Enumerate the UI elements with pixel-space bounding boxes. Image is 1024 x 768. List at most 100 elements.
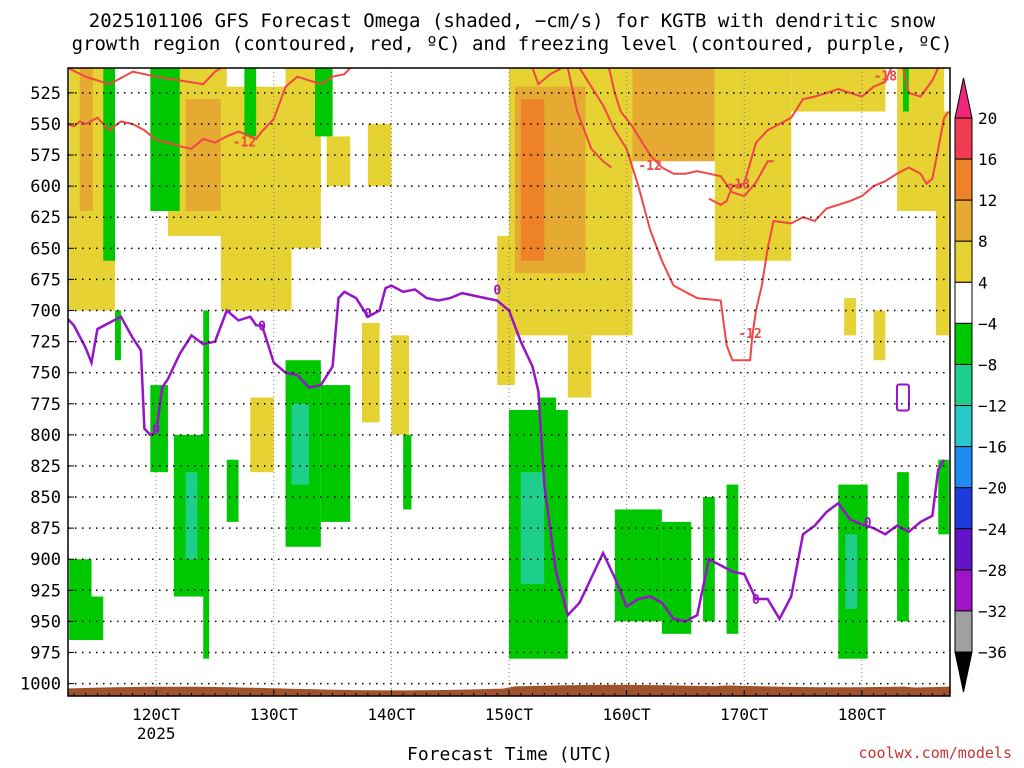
y-tick-label: 575: [30, 146, 61, 166]
freezing-level-loop: [895, 383, 910, 412]
y-tick-label: 975: [30, 643, 61, 663]
freezing-level-label: 0: [364, 307, 372, 322]
omega-region: [661, 521, 692, 634]
colorbar-bin: [954, 363, 973, 407]
y-tick-label: 775: [30, 395, 61, 415]
omega-region: [935, 111, 949, 336]
x-tick-label: 130CT: [250, 705, 299, 724]
omega-region: [291, 403, 310, 485]
colorbar-label: 16: [978, 150, 997, 169]
colorbar-bin: [954, 158, 973, 201]
dgz-contour-line: [566, 68, 612, 169]
freezing-level-line: [68, 284, 946, 623]
omega-region: [614, 509, 662, 622]
colorbar-label: 4: [978, 273, 988, 292]
omega-region: [844, 298, 856, 336]
freezing-level-label: 0: [493, 283, 501, 298]
colorbar-label: 12: [978, 191, 997, 210]
omega-region: [79, 68, 93, 212]
colorbar-bin: [954, 569, 973, 612]
colorbar-label: −8: [978, 355, 997, 374]
chart-title-line-2: growth region (contoured, red, ºC) and f…: [71, 33, 953, 55]
omega-region: [367, 123, 392, 187]
y-tick-label: 750: [30, 364, 61, 384]
x-tick-label: 170CT: [720, 705, 769, 724]
omega-region: [250, 397, 274, 473]
dgz-contour-line: [608, 68, 774, 198]
omega-region: [567, 335, 592, 398]
colorbar-label: −32: [978, 602, 1007, 621]
chart-title-line-1: 2025101106 GFS Forecast Omega (shaded, −…: [88, 10, 936, 32]
dgz-contour-line: [902, 68, 940, 98]
colorbar-bin: [954, 528, 973, 571]
freezing-level-label: 0: [258, 319, 266, 334]
omega-region: [520, 472, 545, 585]
y-tick-label: 600: [30, 177, 61, 197]
y-tick-label: 875: [30, 519, 61, 539]
x-tick-label: 160CT: [603, 705, 652, 724]
colorbar-label: −4: [978, 314, 997, 333]
omega-region: [873, 310, 886, 361]
y-tick-label: 950: [30, 612, 61, 632]
colorbar-bin: [954, 199, 973, 242]
omega-region: [150, 385, 168, 473]
y-tick-label: 700: [30, 301, 61, 321]
omega-region: [314, 68, 333, 137]
y-tick-label: 825: [30, 457, 61, 477]
colorbar-label: 20: [978, 109, 997, 128]
colorbar: 20 16 12 8 4 −4 −8 −12 −16 −20 −24 −28 −32 −36: [954, 77, 1007, 693]
omega-region: [403, 434, 412, 510]
y-tick-label: 550: [30, 115, 61, 135]
colorbar-label: 8: [978, 232, 988, 251]
omega-region: [714, 68, 792, 261]
y-tick-label: 525: [30, 84, 61, 104]
omega-region: [391, 335, 410, 435]
colorbar-bin: [954, 281, 973, 324]
omega-region: [185, 472, 198, 560]
colorbar-label: −20: [978, 479, 1007, 498]
dgz-contour-label: -18: [874, 69, 898, 84]
dgz-contour-label: -12: [738, 327, 761, 342]
colorbar-label: −16: [978, 438, 1007, 457]
colorbar-bin: [954, 610, 973, 653]
freezing-level-label: 0: [152, 423, 160, 438]
y-tick-label: 725: [30, 333, 61, 353]
y-tick-label: 625: [30, 208, 61, 228]
dgz-contour-label: -18: [727, 178, 751, 193]
colorbar-label: −36: [978, 643, 1007, 662]
dgz-contour-line: [578, 68, 950, 362]
x-tick-label: 180CT: [838, 705, 887, 724]
x-tick-sublabel: 2025: [137, 724, 176, 743]
y-tick-label: 1000: [20, 675, 61, 695]
omega-region: [203, 310, 210, 659]
gridlines: [68, 68, 950, 696]
y-tick-label: 925: [30, 581, 61, 601]
dgz-contour-label: -12: [233, 135, 256, 150]
credit-text: coolwx.com/models: [858, 744, 1012, 762]
colorbar-bottom-extend: [954, 651, 973, 693]
plot-frame: [67, 67, 951, 697]
freezing-level-label: 0: [752, 593, 760, 608]
plot-area: -12 -12 -12 -18 -18 0 0 0 0 0 0: [68, 68, 950, 696]
omega-region: [845, 534, 858, 609]
colorbar-bin: [954, 405, 973, 448]
omega-region: [226, 459, 239, 522]
omega-region: [79, 596, 104, 641]
colorbar-label: −12: [978, 397, 1007, 416]
omega-region: [115, 310, 121, 361]
y-tick-label: 800: [30, 426, 61, 446]
omega-region: [538, 397, 557, 435]
y-tick-label: 675: [30, 270, 61, 290]
colorbar-bin: [954, 240, 973, 283]
x-tick-label: 140CT: [367, 705, 416, 724]
x-tick-label: 150CT: [485, 705, 534, 724]
colorbar-label: −24: [978, 520, 1007, 539]
omega-region: [103, 68, 116, 261]
colorbar-label: −28: [978, 561, 1007, 580]
freezing-level-label: 0: [864, 516, 872, 531]
omega-region: [632, 68, 715, 162]
omega-region: [902, 68, 909, 112]
omega-region: [726, 484, 739, 634]
colorbar-bin: [954, 487, 973, 530]
